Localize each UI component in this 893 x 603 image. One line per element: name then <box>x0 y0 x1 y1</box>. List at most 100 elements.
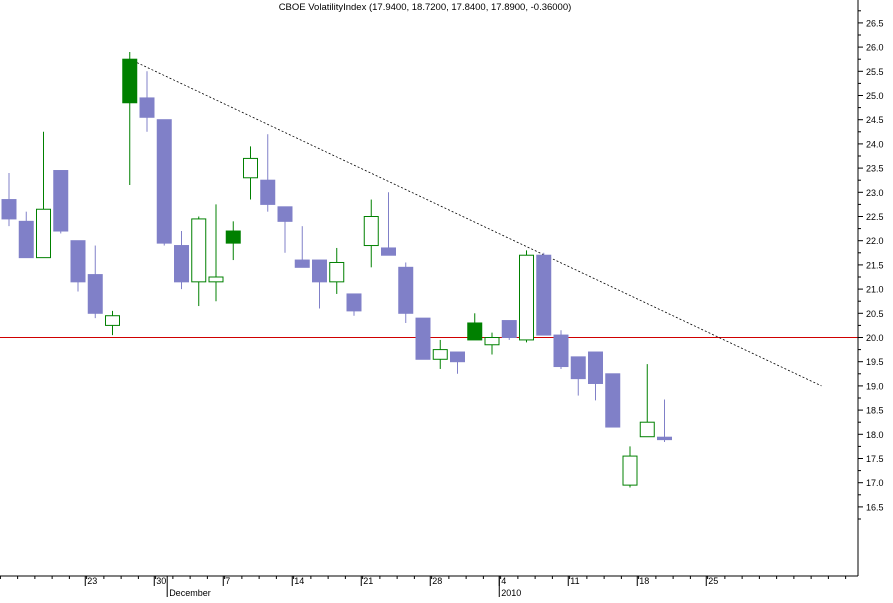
candle-14 <box>243 146 258 200</box>
y-tick-label-18.0: 18.0 <box>866 430 884 440</box>
x-tick-label-7: 7 <box>225 576 230 586</box>
chart-title: CBOE VolatilityIndex (17.9400, 18.7200, … <box>279 2 572 13</box>
candle-body <box>450 351 465 363</box>
candle-5 <box>87 245 103 319</box>
candle-body <box>225 230 241 244</box>
candle-37 <box>639 364 655 438</box>
candle-body <box>1 199 17 220</box>
candle-16 <box>277 206 293 253</box>
candle-body <box>36 208 51 259</box>
candle-11 <box>191 216 207 307</box>
candle-body <box>329 261 345 283</box>
y-tick-label-21.5: 21.5 <box>866 260 884 270</box>
candle-body <box>260 179 276 205</box>
candle-7 <box>122 51 138 186</box>
y-tick-label-23.5: 23.5 <box>866 164 884 174</box>
x-tick-label-4: 4 <box>501 576 506 586</box>
candle-9 <box>156 119 172 246</box>
candle-13 <box>225 221 241 261</box>
candle-20 <box>346 293 362 316</box>
y-tick-label-25.0: 25.0 <box>866 91 884 101</box>
y-tick-label-17.0: 17.0 <box>866 478 884 488</box>
candle-25 <box>432 339 448 369</box>
y-tick-label-19.5: 19.5 <box>866 357 884 367</box>
candle-body <box>277 206 293 222</box>
candle-body <box>381 247 396 256</box>
y-tick-label-26.0: 26.0 <box>866 43 884 53</box>
candle-body <box>467 322 483 341</box>
candle-28 <box>484 332 500 355</box>
candle-32 <box>553 330 569 369</box>
candle-31 <box>536 252 552 336</box>
y-tick-label-20.0: 20.0 <box>866 333 884 343</box>
candle-body <box>312 259 327 283</box>
candle-0 <box>1 172 17 227</box>
candle-body <box>588 351 603 384</box>
candle-body <box>415 317 431 360</box>
x-tick-label-18: 18 <box>639 576 649 586</box>
candle-body <box>243 157 258 179</box>
candle-30 <box>519 250 534 343</box>
candle-4 <box>70 240 86 292</box>
candle-body <box>174 245 189 283</box>
candle-body <box>622 455 638 486</box>
y-tick-label-24.5: 24.5 <box>866 115 884 125</box>
y-tick-label-20.5: 20.5 <box>866 309 884 319</box>
candle-1 <box>18 211 34 259</box>
candle-body <box>346 293 362 312</box>
candle-body <box>432 349 448 360</box>
x-tick-label-14: 14 <box>294 576 304 586</box>
x-tick-label-30: 30 <box>156 576 166 586</box>
y-tick-label-22.5: 22.5 <box>866 212 884 222</box>
candle-33 <box>570 356 586 396</box>
candle-body <box>363 216 379 247</box>
candle-17 <box>294 226 310 268</box>
candle-body <box>87 274 103 314</box>
x-tick-label-11: 11 <box>570 576 579 586</box>
y-tick-label-19.0: 19.0 <box>866 381 884 391</box>
y-tick-label-26.5: 26.5 <box>866 18 884 28</box>
y-axis: 16.5 17.0 17.5 18.0 18.5 19.0 19.5 20.0 20.5 21.0… <box>857 0 884 576</box>
candle-2 <box>36 131 51 259</box>
candle-3 <box>53 170 69 234</box>
y-tick-label-22.0: 22.0 <box>866 236 884 246</box>
candle-body <box>105 315 120 326</box>
candle-15 <box>260 134 276 212</box>
candle-body <box>294 259 310 268</box>
trend-line <box>129 58 822 387</box>
x-tick-label-28: 28 <box>432 576 442 586</box>
x-tick-label-25: 25 <box>708 576 718 586</box>
y-tick-label-17.5: 17.5 <box>866 454 884 464</box>
x-tick-label-21: 21 <box>363 576 373 586</box>
y-tick-label-21.0: 21.0 <box>866 285 884 295</box>
candle-27 <box>467 313 483 341</box>
candle-body <box>484 337 500 346</box>
trend-line-group <box>129 58 822 387</box>
y-tick-label-23.0: 23.0 <box>866 188 884 198</box>
candle-body <box>18 220 34 259</box>
candle-21 <box>363 199 379 268</box>
x-month-label-2010: 2010 <box>501 588 521 598</box>
candle-23 <box>398 262 414 323</box>
candle-19 <box>329 247 345 294</box>
candle-body <box>570 356 586 380</box>
candle-body <box>122 58 138 104</box>
candle-26 <box>450 351 465 374</box>
candle-6 <box>105 310 120 336</box>
candle-34 <box>588 351 603 401</box>
candle-8 <box>139 71 155 132</box>
candle-body <box>398 266 414 314</box>
candle-29 <box>501 320 517 340</box>
candle-body <box>605 373 621 428</box>
candle-body <box>519 254 534 341</box>
x-month-label-December: December <box>169 588 211 598</box>
y-tick-label-18.5: 18.5 <box>866 406 884 416</box>
candle-35 <box>605 373 621 428</box>
y-tick-label-24.0: 24.0 <box>866 139 884 149</box>
candle-18 <box>312 259 327 309</box>
candle-body <box>191 218 207 283</box>
candle-body <box>657 436 672 441</box>
candle-body <box>70 240 86 283</box>
